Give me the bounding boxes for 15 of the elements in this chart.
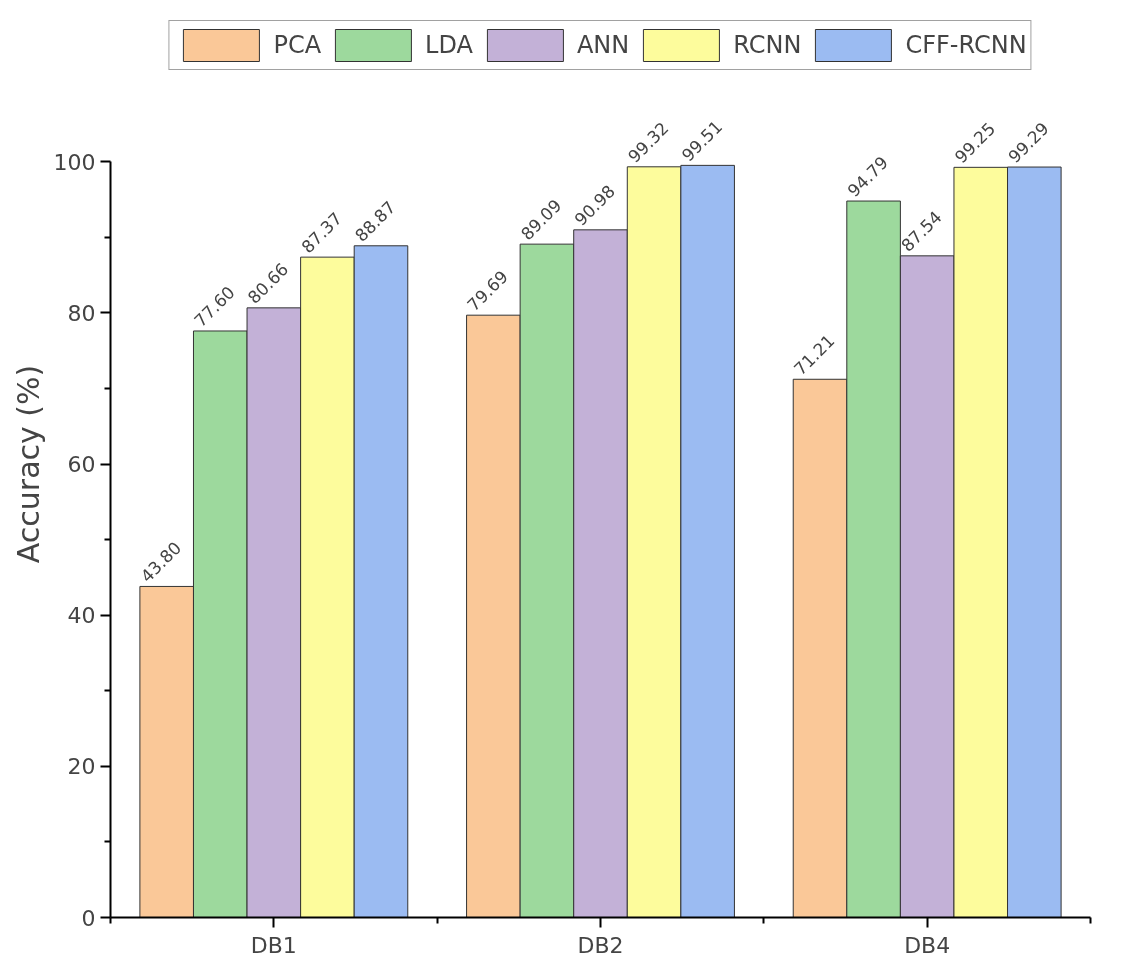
legend-label: PCA (273, 31, 322, 59)
x-tick-label: DB1 (250, 932, 297, 958)
y-axis-title: Accuracy (%) (10, 364, 46, 564)
y-tick-label: 80 (67, 300, 96, 326)
legend-label: ANN (576, 31, 630, 59)
legend-label: RCNN (733, 31, 802, 59)
y-tick-label: 40 (67, 603, 96, 629)
legend-label: CFF-RCNN (905, 31, 1027, 59)
y-tick-label: 0 (81, 905, 96, 931)
y-tick-label: 20 (67, 754, 96, 780)
y-tick-label: 100 (53, 149, 96, 175)
y-tick-label: 60 (67, 452, 96, 477)
legend-label: LDA (425, 31, 473, 59)
x-tick-label: DB2 (577, 932, 624, 958)
x-tick-label: DB4 (904, 932, 951, 958)
